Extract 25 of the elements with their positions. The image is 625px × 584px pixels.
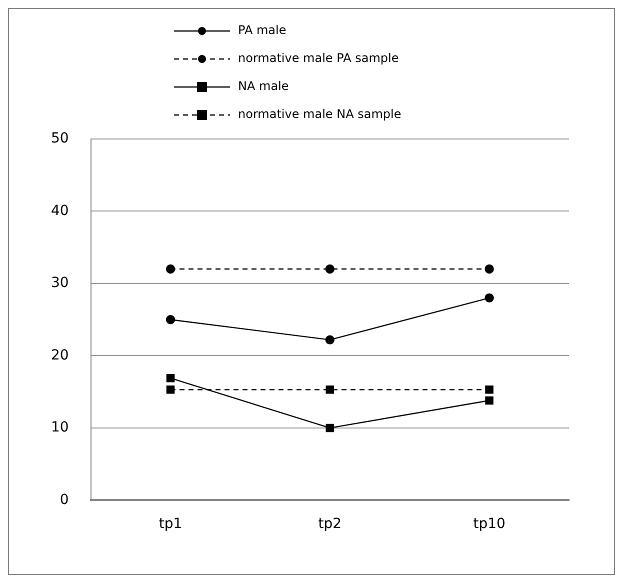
point [326, 386, 334, 394]
point [485, 386, 494, 394]
legend-label: PA male [238, 23, 286, 38]
point [325, 264, 335, 274]
legend-label: normative male NA sample [238, 107, 402, 122]
x-tick-label: tp2 [318, 516, 342, 532]
point [325, 335, 335, 344]
y-tick-label: 20 [50, 347, 69, 364]
point [166, 264, 176, 274]
point [166, 374, 175, 382]
y-tick-label: 50 [50, 130, 69, 147]
x-tick-label: tp10 [473, 516, 506, 532]
point [485, 396, 494, 405]
y-tick-label: 40 [50, 202, 69, 219]
point [326, 424, 334, 432]
point [484, 293, 494, 303]
y-tick-label: 10 [50, 420, 69, 436]
point [484, 264, 494, 274]
y-tick-label: 30 [50, 275, 69, 292]
y-tick-label: 0 [60, 492, 69, 508]
legend-label: normative male PA sample [238, 51, 399, 66]
legend-label: NA male [238, 79, 289, 94]
point [166, 315, 176, 324]
x-tick-label: tp1 [158, 516, 182, 532]
point [166, 386, 175, 394]
